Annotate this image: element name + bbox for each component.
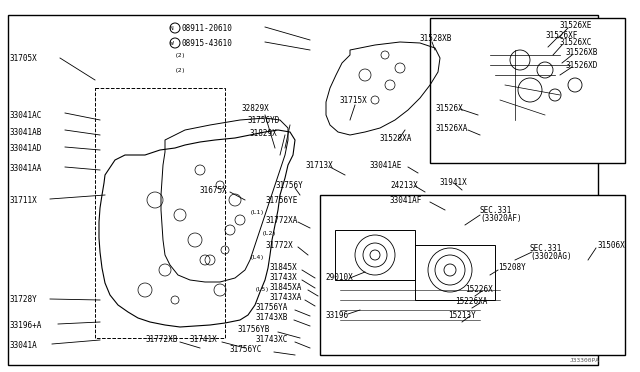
Text: 32829X: 32829X: [242, 103, 269, 112]
Text: 31741X: 31741X: [190, 336, 218, 344]
Text: 31705X: 31705X: [10, 54, 38, 62]
Bar: [95, 88, 225, 338]
Text: 31506X: 31506X: [598, 241, 626, 250]
Text: 31743XB: 31743XB: [256, 314, 289, 323]
Text: 31528XB: 31528XB: [420, 33, 452, 42]
Text: 33041AD: 33041AD: [10, 144, 42, 153]
Text: 31728Y: 31728Y: [10, 295, 38, 305]
Text: 15208Y: 15208Y: [498, 263, 525, 273]
Text: 15226XA: 15226XA: [455, 298, 488, 307]
Text: 31715X: 31715X: [340, 96, 368, 105]
Text: 31743XC: 31743XC: [256, 336, 289, 344]
Text: 31756YC: 31756YC: [230, 346, 262, 355]
Text: 33041AE: 33041AE: [370, 160, 403, 170]
Text: 31526XD: 31526XD: [565, 61, 597, 70]
Bar: [430, 18, 625, 163]
Text: 31772XA: 31772XA: [265, 215, 298, 224]
Bar: [320, 195, 625, 355]
Text: W: W: [170, 41, 174, 45]
Text: 31756YA: 31756YA: [256, 304, 289, 312]
Text: 31675X: 31675X: [200, 186, 228, 195]
Bar: [335, 230, 415, 280]
Text: 33196: 33196: [325, 311, 348, 320]
Text: 33041AF: 33041AF: [390, 196, 422, 205]
Text: (L4): (L4): [250, 256, 265, 260]
Text: 31526XE: 31526XE: [560, 20, 593, 29]
Text: 31845XA: 31845XA: [270, 283, 302, 292]
Text: (L2): (L2): [262, 231, 277, 235]
Text: 08915-43610: 08915-43610: [182, 38, 233, 48]
Text: 31526XB: 31526XB: [565, 48, 597, 57]
Text: 33041A: 33041A: [10, 340, 38, 350]
Text: 29010X: 29010X: [325, 273, 353, 282]
Text: 33041AB: 33041AB: [10, 128, 42, 137]
Text: 31756YB: 31756YB: [238, 326, 270, 334]
Text: 31743XA: 31743XA: [270, 294, 302, 302]
Text: 31941X: 31941X: [440, 177, 468, 186]
Text: 31526XC: 31526XC: [560, 38, 593, 46]
Text: 31711X: 31711X: [10, 196, 38, 205]
Text: SEC.331: SEC.331: [480, 205, 513, 215]
Text: 31743X: 31743X: [270, 273, 298, 282]
Text: 31756Y: 31756Y: [275, 180, 303, 189]
Text: 31772XB: 31772XB: [145, 336, 177, 344]
Text: 31526X: 31526X: [435, 103, 463, 112]
Text: J33300PA: J33300PA: [570, 357, 600, 362]
Text: 31845X: 31845X: [270, 263, 298, 273]
Text: (2): (2): [175, 67, 186, 73]
Text: 31528XA: 31528XA: [380, 134, 412, 142]
Text: N: N: [170, 26, 174, 31]
Text: 08911-20610: 08911-20610: [182, 23, 233, 32]
Text: 31829X: 31829X: [250, 128, 278, 138]
Text: 31756YD: 31756YD: [248, 115, 280, 125]
Text: 15213Y: 15213Y: [448, 311, 476, 320]
Text: 15226X: 15226X: [465, 285, 493, 295]
Text: 33196+A: 33196+A: [10, 321, 42, 330]
Text: (33020AF): (33020AF): [480, 214, 522, 222]
Text: 31772X: 31772X: [265, 241, 292, 250]
Text: (L5): (L5): [255, 288, 270, 292]
Text: 33041AA: 33041AA: [10, 164, 42, 173]
Text: 31756YE: 31756YE: [265, 196, 298, 205]
Text: 31526XF: 31526XF: [545, 31, 577, 39]
Text: (2): (2): [175, 52, 186, 58]
Text: (33020AG): (33020AG): [530, 251, 572, 260]
Text: 31526XA: 31526XA: [435, 124, 467, 132]
Text: (L1): (L1): [250, 209, 265, 215]
Text: 24213X: 24213X: [390, 180, 418, 189]
Text: SEC.331: SEC.331: [530, 244, 563, 253]
Text: 33041AC: 33041AC: [10, 110, 42, 119]
Text: 31713X: 31713X: [305, 160, 333, 170]
Bar: [415, 245, 495, 300]
